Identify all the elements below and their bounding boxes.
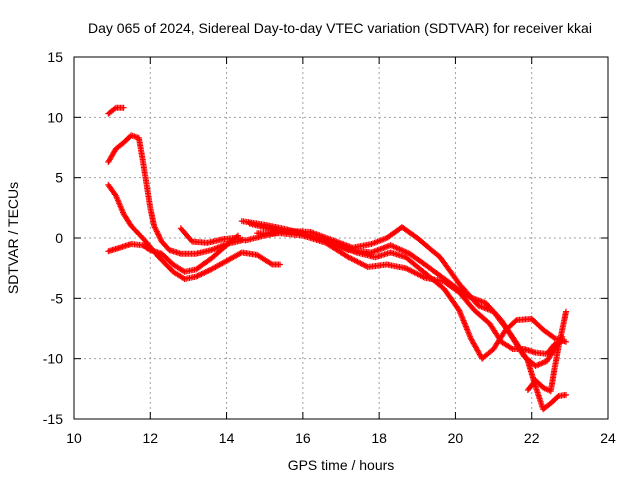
y-tick-label: 15 [47, 49, 63, 65]
series-trace-9 [524, 308, 569, 395]
data-point [120, 104, 127, 111]
x-axis-label: GPS time / hours [288, 457, 395, 473]
series-trace-2 [105, 132, 245, 257]
x-tick-label: 14 [219, 430, 235, 446]
y-tick-label: -5 [51, 290, 64, 306]
y-tick-label: 10 [47, 109, 63, 125]
x-tick-label: 10 [66, 430, 82, 446]
x-tick-label: 22 [524, 430, 540, 446]
data-point [277, 261, 283, 268]
data-point [563, 308, 569, 315]
tick-labels: 10 12 14 16 18 20 22 24 15 10 5 0 -5 -10 -15 [43, 49, 616, 446]
series-trace-7 [246, 220, 569, 413]
data-point [554, 394, 561, 401]
y-tick-label: 0 [55, 230, 63, 246]
ticks [73, 56, 609, 420]
x-tick-label: 12 [142, 430, 158, 446]
series-trace-1 [105, 104, 127, 117]
plot-points [105, 104, 569, 413]
y-tick-label: 5 [55, 170, 63, 186]
y-tick-label: -15 [43, 411, 63, 427]
x-tick-label: 18 [371, 430, 387, 446]
y-tick-label: -10 [43, 351, 63, 367]
series-trace-3 [105, 181, 283, 282]
chart-title: Day 065 of 2024, Sidereal Day-to-day VTE… [88, 20, 592, 36]
data-point [146, 246, 152, 253]
series-trace-4 [105, 232, 241, 275]
data-point [512, 318, 519, 325]
data-point [563, 338, 569, 345]
y-axis-label: SDTVAR / TECUs [5, 182, 21, 294]
data-point [111, 105, 118, 112]
data-point [268, 260, 274, 267]
x-tick-label: 16 [295, 430, 311, 446]
x-tick-label: 20 [448, 430, 464, 446]
x-tick-label: 24 [600, 430, 616, 446]
data-point [508, 345, 515, 352]
series-trace-8 [254, 230, 566, 357]
data-point [563, 391, 569, 398]
